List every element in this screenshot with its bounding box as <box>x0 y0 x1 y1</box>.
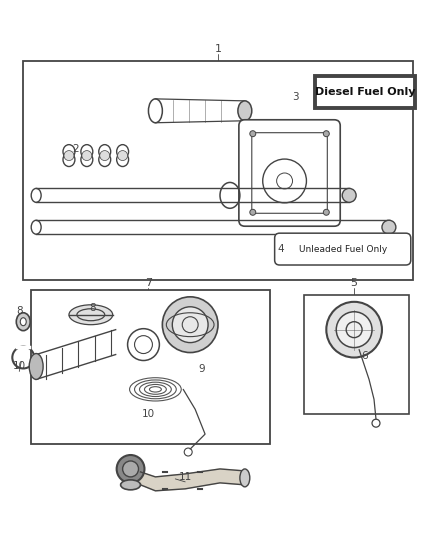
Ellipse shape <box>64 151 74 160</box>
Ellipse shape <box>82 151 92 160</box>
Ellipse shape <box>20 318 26 326</box>
Polygon shape <box>141 469 245 491</box>
Ellipse shape <box>382 220 396 234</box>
Ellipse shape <box>250 131 256 136</box>
Text: 5: 5 <box>351 278 358 288</box>
Text: 10: 10 <box>13 361 26 372</box>
Ellipse shape <box>120 480 141 490</box>
Bar <box>315 76 415 108</box>
Text: Diesel Fuel Only: Diesel Fuel Only <box>315 87 415 97</box>
Text: 10: 10 <box>142 409 155 419</box>
Ellipse shape <box>323 209 329 215</box>
Ellipse shape <box>326 302 382 358</box>
Ellipse shape <box>323 131 329 136</box>
Text: 3: 3 <box>292 92 299 102</box>
Ellipse shape <box>123 461 138 477</box>
Bar <box>23 61 413 280</box>
Bar <box>304 295 409 414</box>
Text: 8: 8 <box>16 306 23 316</box>
Ellipse shape <box>172 307 208 343</box>
Text: 4: 4 <box>277 244 284 254</box>
Ellipse shape <box>342 188 356 203</box>
Ellipse shape <box>162 297 218 352</box>
Ellipse shape <box>238 101 252 121</box>
Bar <box>31 290 270 444</box>
Text: 2: 2 <box>73 143 79 154</box>
Text: 6: 6 <box>361 351 367 360</box>
Ellipse shape <box>100 151 110 160</box>
Ellipse shape <box>118 151 127 160</box>
Polygon shape <box>36 330 116 379</box>
Ellipse shape <box>336 312 372 348</box>
Ellipse shape <box>250 209 256 215</box>
Ellipse shape <box>240 469 250 487</box>
Text: 8: 8 <box>89 303 96 313</box>
Ellipse shape <box>16 313 30 330</box>
FancyBboxPatch shape <box>275 233 411 265</box>
Ellipse shape <box>29 353 43 379</box>
Ellipse shape <box>117 455 145 483</box>
Ellipse shape <box>69 305 113 325</box>
Text: 1: 1 <box>215 44 222 54</box>
Text: Unleaded Fuel Only: Unleaded Fuel Only <box>299 245 387 254</box>
FancyBboxPatch shape <box>239 120 340 226</box>
Text: 7: 7 <box>145 278 152 288</box>
Text: 9: 9 <box>199 365 205 375</box>
Text: 11: 11 <box>179 472 192 482</box>
